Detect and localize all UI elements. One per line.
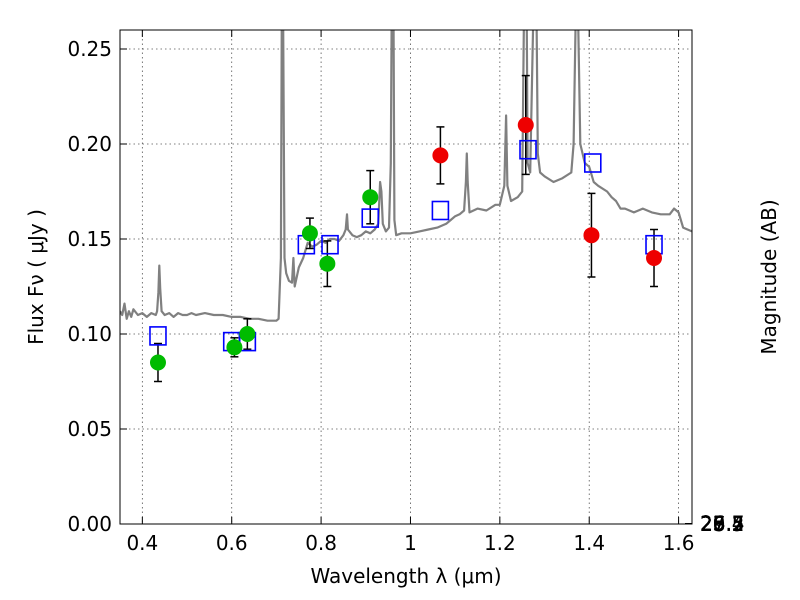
y-tick-label: 0.20 xyxy=(67,132,112,156)
y-tick-label: 0.10 xyxy=(67,322,112,346)
right-tick-label: 29 xyxy=(700,512,725,536)
x-tick-label: 0.6 xyxy=(216,531,248,555)
hst-observed-point xyxy=(319,255,336,272)
hst-observed-point xyxy=(239,326,256,342)
observed-points xyxy=(149,117,663,371)
spectrum-line xyxy=(120,30,692,322)
right-tick-label: 26 xyxy=(700,512,725,536)
ir-observed-point xyxy=(432,147,449,164)
axis-ticks: 0.4 0.6 0.8 1 1.2 1.4 1.6 0.00 0.05 0.10 0.15 0.20 0… xyxy=(67,30,745,555)
right-axis-label: Magnitude (AB) xyxy=(757,199,781,354)
y-tick-label: 0.15 xyxy=(67,227,112,251)
model-photometry-point xyxy=(431,200,450,221)
right-tick-label: 27 xyxy=(700,512,725,536)
grid-lines xyxy=(120,30,692,524)
x-tick-label: 1.4 xyxy=(573,531,605,555)
model-photometry-point xyxy=(361,208,380,228)
hst-observed-point xyxy=(226,339,243,356)
model-photometry-point xyxy=(519,139,537,160)
plot-frame xyxy=(119,29,693,525)
right-tick-label: 25.4 xyxy=(700,512,745,536)
x-tick-label: 1.6 xyxy=(663,531,695,555)
right-tick-label: 26.2 xyxy=(700,512,745,536)
ir-observed-point xyxy=(646,250,663,266)
model-photometry-point xyxy=(149,326,167,346)
y-tick-label: 0.00 xyxy=(67,512,112,536)
x-axis-label: Wavelength λ (μm) xyxy=(310,564,501,588)
x-tick-label: 0.8 xyxy=(305,531,337,555)
model-photometry-point xyxy=(583,153,602,173)
model-spectrum xyxy=(120,30,692,322)
right-tick-label: 25.5 xyxy=(700,512,745,536)
model-photometry-point xyxy=(321,234,339,255)
ir-observed-point xyxy=(517,117,534,133)
hst-observed-point xyxy=(149,354,166,371)
hst-observed-point xyxy=(301,225,318,242)
model-photometry-squares xyxy=(149,139,663,352)
x-tick-label: 1.2 xyxy=(484,531,516,555)
right-tick-label: 27.5 xyxy=(700,512,745,536)
error-bars xyxy=(153,74,659,383)
right-tick-label: 28 xyxy=(700,512,725,536)
right-tick-label: 25.7 xyxy=(700,512,745,536)
ir-observed-point xyxy=(583,227,600,244)
right-tick-label: 26.5 xyxy=(700,512,745,536)
y-tick-label: 0.25 xyxy=(67,37,112,61)
x-tick-label: 1 xyxy=(404,531,417,555)
x-tick-label: 0.4 xyxy=(126,531,158,555)
y-axis-label: Flux Fν ( μJy ) xyxy=(24,209,48,345)
y-tick-label: 0.05 xyxy=(67,417,112,441)
hst-observed-point xyxy=(362,189,379,206)
